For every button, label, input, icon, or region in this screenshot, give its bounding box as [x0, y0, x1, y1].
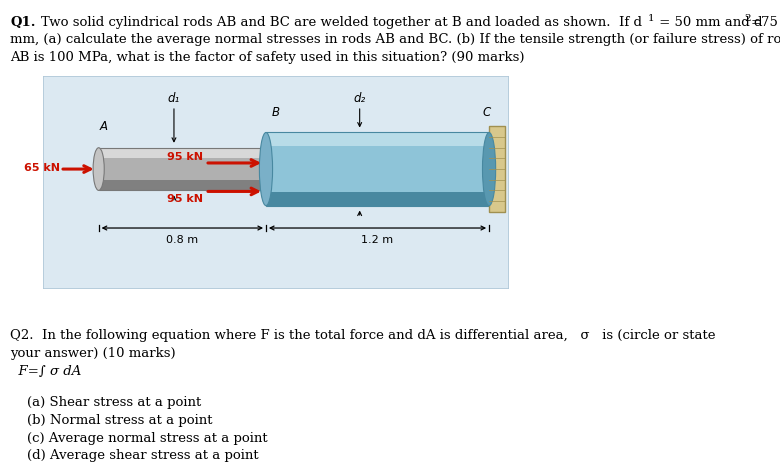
Text: Q1.: Q1.	[10, 16, 36, 29]
Bar	[99, 159, 266, 181]
Text: F=∫ σ dA: F=∫ σ dA	[10, 364, 82, 377]
Ellipse shape	[261, 149, 271, 191]
Text: mm, (a) calculate the average normal stresses in rods AB and BC. (b) If the tens: mm, (a) calculate the average normal str…	[10, 33, 780, 46]
Text: 2: 2	[744, 14, 750, 23]
Bar	[489, 127, 505, 213]
Text: 1.2 m: 1.2 m	[361, 235, 394, 244]
Text: (d) Average shear stress at a point: (d) Average shear stress at a point	[27, 448, 259, 461]
Ellipse shape	[260, 133, 272, 206]
Text: B: B	[272, 106, 280, 119]
Bar	[266, 146, 489, 193]
Text: C: C	[483, 106, 491, 119]
Bar	[99, 149, 266, 159]
Text: your answer) (10 marks): your answer) (10 marks)	[10, 346, 175, 359]
Ellipse shape	[93, 149, 105, 191]
Text: A: A	[100, 120, 108, 133]
Text: (c) Average normal stress at a point: (c) Average normal stress at a point	[27, 431, 268, 444]
Text: 95 kN: 95 kN	[167, 151, 203, 162]
Text: 0.8 m: 0.8 m	[166, 235, 198, 244]
Bar	[266, 133, 489, 146]
Text: (b) Normal stress at a point: (b) Normal stress at a point	[27, 413, 213, 426]
Bar	[99, 181, 266, 191]
Bar	[266, 133, 489, 206]
Text: d₁: d₁	[168, 92, 180, 105]
Bar	[266, 193, 489, 206]
Bar	[99, 149, 266, 191]
Text: =75: =75	[750, 16, 778, 29]
Ellipse shape	[483, 133, 495, 206]
Text: d₂: d₂	[353, 92, 366, 105]
Text: = 50 mm and d: = 50 mm and d	[655, 16, 763, 29]
Text: Two solid cylindrical rods AB and BC are welded together at B and loaded as show: Two solid cylindrical rods AB and BC are…	[41, 16, 642, 29]
Text: 1: 1	[648, 14, 654, 23]
Text: 65 kN: 65 kN	[24, 163, 60, 173]
Text: Q2.  In the following equation where F is the total force and dA is differential: Q2. In the following equation where F is…	[10, 329, 715, 342]
Text: AB is 100 MPa, what is the factor of safety used in this situation? (90 marks): AB is 100 MPa, what is the factor of saf…	[10, 50, 525, 63]
Text: 95 kN: 95 kN	[167, 194, 203, 204]
Text: (a) Shear stress at a point: (a) Shear stress at a point	[27, 395, 201, 408]
